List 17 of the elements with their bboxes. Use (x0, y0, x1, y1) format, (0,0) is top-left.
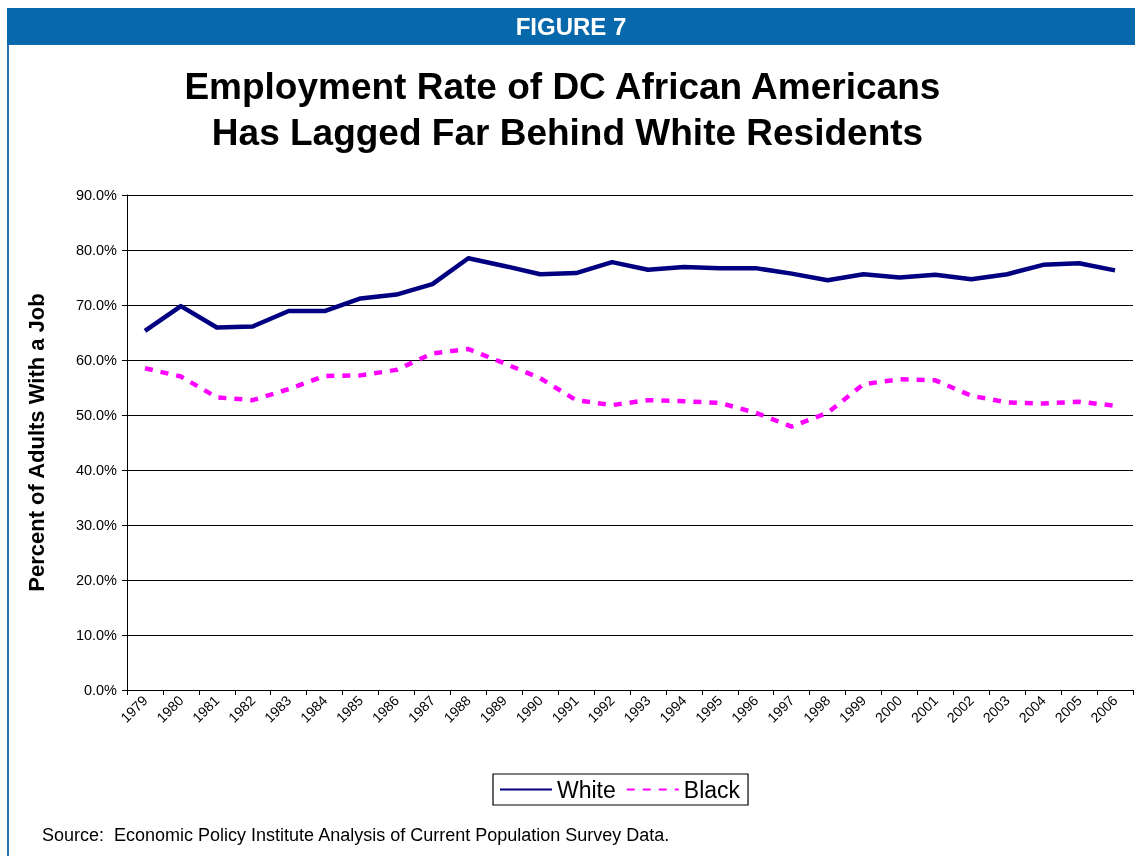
y-tick-label: 10.0% (75, 627, 118, 643)
source-note: Source: Economic Policy Institute Analysis of Current Population Survey Data. (42, 825, 670, 845)
chart-title: Employment Rate of DC African Americans Has Lagged Far Behind White Residents (184, 65, 951, 153)
y-tick-label: 20.0% (75, 572, 118, 588)
y-tick-label: 80.0% (75, 242, 118, 258)
line-series (142, 256, 1118, 334)
legend-label: Black (683, 776, 741, 803)
y-tick-label: 60.0% (75, 352, 118, 368)
y-tick-label: 90.0% (75, 187, 118, 203)
y-tick-label: 30.0% (75, 517, 118, 533)
y-tick-label: 40.0% (75, 462, 118, 478)
y-tick-label: 0.0% (83, 682, 118, 698)
y-tick-label: 70.0% (75, 297, 118, 313)
legend-label: White (557, 776, 616, 803)
y-tick-label: 50.0% (75, 407, 118, 423)
y-axis-title: Percent of Adults With a Job (23, 293, 49, 592)
caption: FIGURE 7 (7, 8, 1135, 45)
